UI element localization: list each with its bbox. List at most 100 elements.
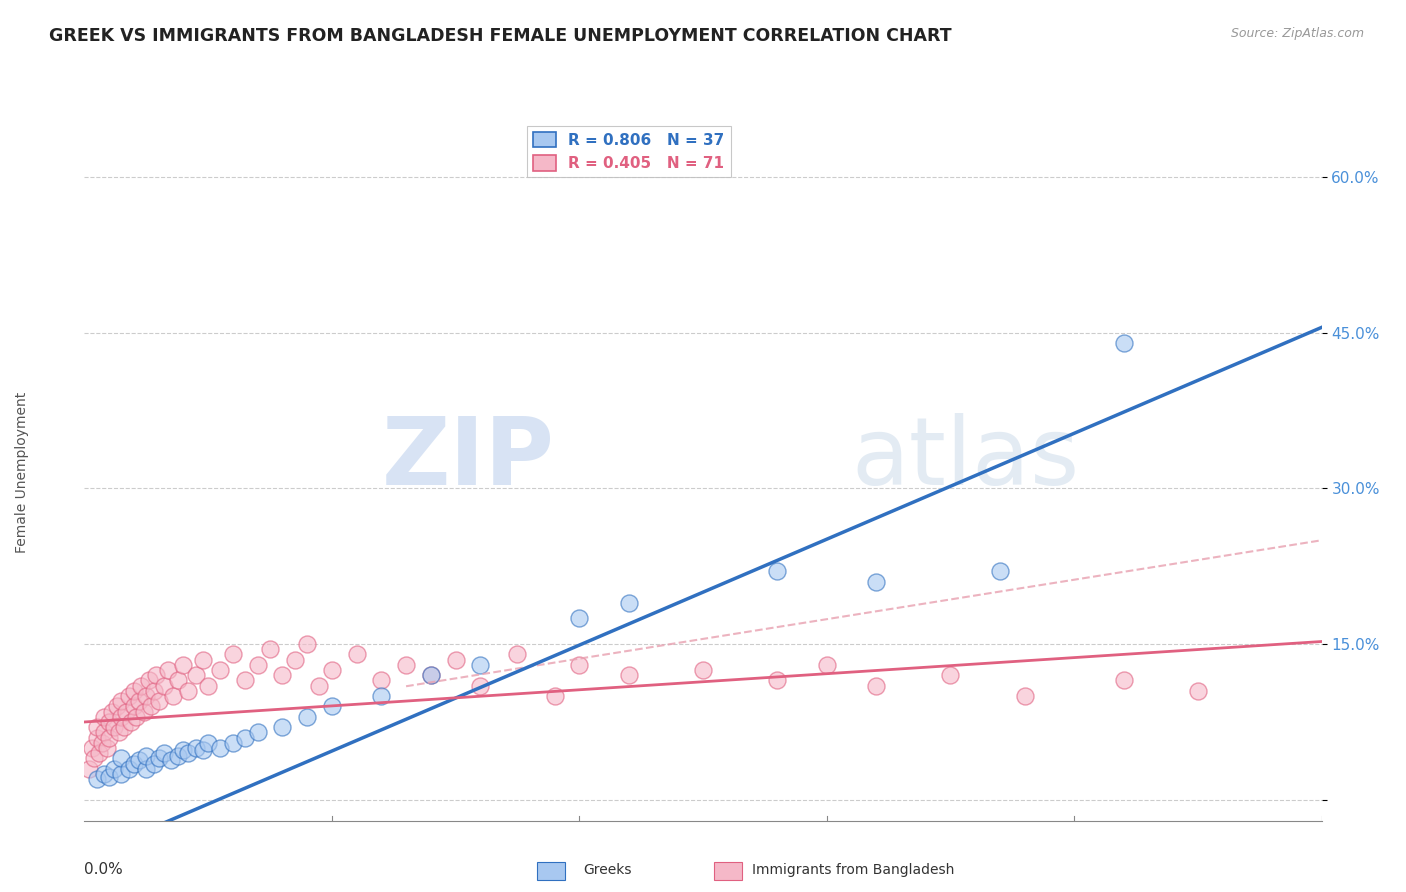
Point — [1187, 683, 1209, 698]
Point — [865, 679, 887, 693]
Point — [191, 743, 214, 757]
Point — [295, 637, 318, 651]
Point — [209, 663, 232, 677]
Point — [419, 668, 441, 682]
Point — [271, 668, 294, 682]
Point — [105, 699, 128, 714]
Point — [506, 648, 529, 662]
Point — [246, 657, 269, 672]
Point — [110, 751, 132, 765]
Point — [142, 756, 165, 771]
Point — [135, 689, 157, 703]
Point — [122, 699, 145, 714]
Point — [815, 657, 838, 672]
Point — [370, 689, 392, 703]
Point — [135, 762, 157, 776]
Text: 0.0%: 0.0% — [84, 863, 124, 878]
Point — [395, 657, 418, 672]
Point — [103, 762, 125, 776]
Point — [284, 653, 307, 667]
Point — [184, 741, 207, 756]
Point — [177, 683, 200, 698]
Point — [135, 749, 157, 764]
Point — [129, 679, 152, 693]
Point — [160, 753, 183, 767]
Point — [766, 565, 789, 579]
Point — [103, 720, 125, 734]
Point — [162, 689, 184, 703]
Text: Greeks: Greeks — [583, 863, 631, 877]
Point — [470, 657, 492, 672]
Point — [142, 683, 165, 698]
Point — [86, 720, 108, 734]
Point — [259, 642, 281, 657]
Legend: R = 0.806   N = 37, R = 0.405   N = 71: R = 0.806 N = 37, R = 0.405 N = 71 — [527, 126, 731, 178]
Text: ZIP: ZIP — [381, 413, 554, 505]
Point — [568, 657, 591, 672]
Text: Source: ZipAtlas.com: Source: ZipAtlas.com — [1230, 27, 1364, 40]
Point — [110, 767, 132, 781]
Text: GREEK VS IMMIGRANTS FROM BANGLADESH FEMALE UNEMPLOYMENT CORRELATION CHART: GREEK VS IMMIGRANTS FROM BANGLADESH FEMA… — [49, 27, 952, 45]
Point — [148, 751, 170, 765]
Point — [543, 689, 565, 703]
Point — [988, 565, 1011, 579]
Point — [120, 714, 142, 729]
Point — [568, 611, 591, 625]
Text: Immigrants from Bangladesh: Immigrants from Bangladesh — [752, 863, 955, 877]
Point — [138, 673, 160, 688]
Point — [100, 705, 122, 719]
Point — [617, 596, 640, 610]
Point — [93, 725, 115, 739]
Point — [184, 668, 207, 682]
Point — [167, 749, 190, 764]
Point — [80, 741, 103, 756]
Point — [110, 694, 132, 708]
Point — [222, 736, 245, 750]
Point — [766, 673, 789, 688]
Point — [197, 679, 219, 693]
Point — [122, 683, 145, 698]
Point — [83, 751, 105, 765]
Point — [141, 699, 163, 714]
Point — [118, 689, 141, 703]
Point — [271, 720, 294, 734]
Point — [110, 710, 132, 724]
Point — [246, 725, 269, 739]
Point — [98, 731, 121, 745]
Point — [177, 746, 200, 760]
Point — [321, 699, 343, 714]
Point — [370, 673, 392, 688]
Point — [90, 736, 112, 750]
Point — [108, 725, 131, 739]
Text: atlas: atlas — [852, 413, 1080, 505]
Point — [118, 762, 141, 776]
Point — [865, 574, 887, 589]
Point — [115, 705, 138, 719]
Point — [172, 743, 194, 757]
Point — [346, 648, 368, 662]
Point — [308, 679, 330, 693]
Point — [125, 710, 148, 724]
Point — [939, 668, 962, 682]
Point — [321, 663, 343, 677]
Point — [233, 731, 256, 745]
Point — [1112, 673, 1135, 688]
Point — [79, 762, 101, 776]
Point — [1112, 335, 1135, 350]
Point — [197, 736, 219, 750]
Point — [86, 731, 108, 745]
Point — [128, 694, 150, 708]
Point — [86, 772, 108, 786]
Y-axis label: Female Unemployment: Female Unemployment — [15, 392, 28, 553]
Point — [112, 720, 135, 734]
Point — [233, 673, 256, 688]
Point — [209, 741, 232, 756]
Point — [191, 653, 214, 667]
Point — [152, 679, 174, 693]
Point — [128, 753, 150, 767]
Point — [98, 714, 121, 729]
Point — [152, 746, 174, 760]
Point — [122, 756, 145, 771]
Point — [617, 668, 640, 682]
Point — [93, 710, 115, 724]
